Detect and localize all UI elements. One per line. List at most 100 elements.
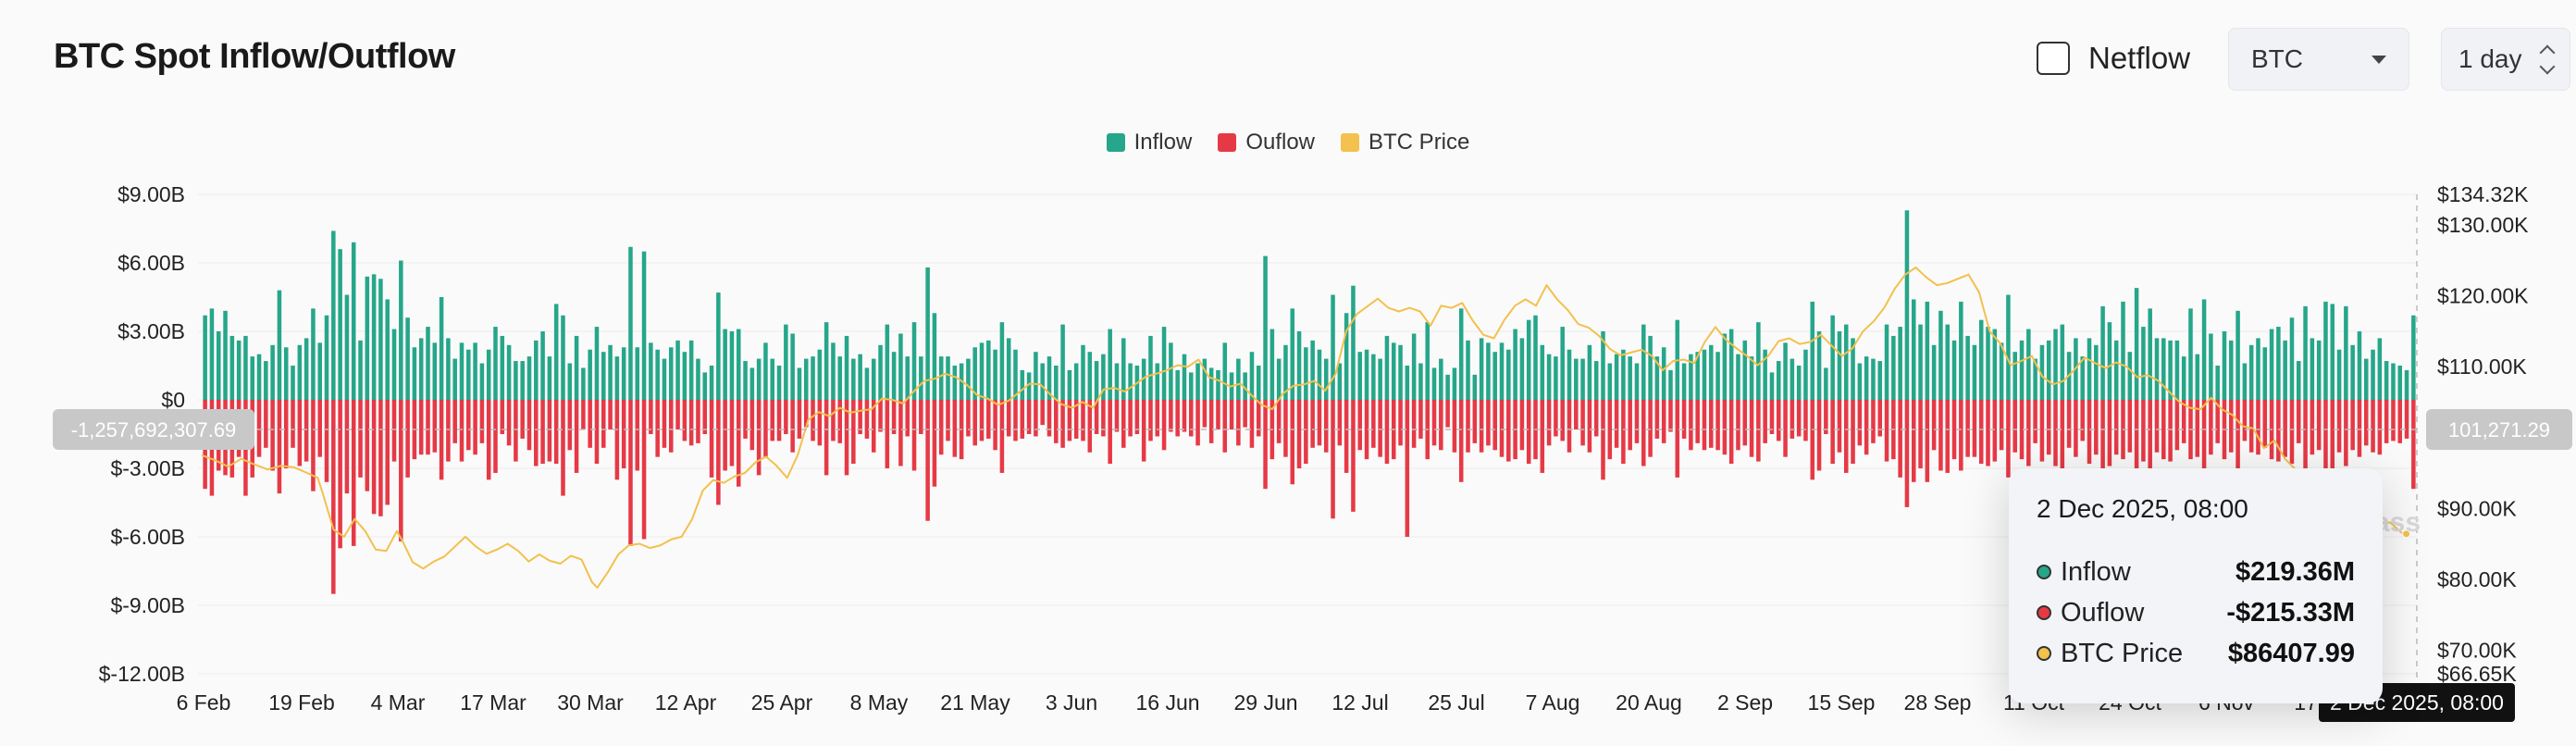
inflow-bar [898, 333, 903, 400]
inflow-bar [1742, 340, 1748, 400]
legend-item-price[interactable]: BTC Price [1341, 130, 1469, 155]
inflow-bar [1972, 344, 1977, 400]
outflow-bar [574, 400, 579, 473]
inflow-bar [784, 324, 788, 400]
inflow-bar [2154, 338, 2160, 400]
inflow-bar [2053, 329, 2058, 400]
inflow-bar [486, 349, 491, 400]
inflow-bar [999, 322, 1005, 400]
inflow-bar [2006, 294, 2011, 400]
outflow-bar [1722, 400, 1728, 455]
outflow-bar [2066, 400, 2072, 448]
outflow-bar [2229, 400, 2234, 453]
outflow-bar [2019, 400, 2025, 460]
outflow-bar [1108, 400, 1112, 465]
inflow-bar [1195, 363, 1200, 400]
outflow-bar [1121, 400, 1126, 448]
inflow-bar [291, 366, 295, 400]
x-tick-label: 8 May [850, 690, 909, 715]
outflow-bar [1959, 400, 1963, 471]
outflow-bar [763, 400, 768, 457]
inflow-bar [1499, 342, 1505, 400]
inflow-bar [770, 358, 775, 400]
inflow-bar [1040, 363, 1045, 400]
outflow-bar [1641, 400, 1646, 466]
inflow-bar [2397, 366, 2403, 400]
outflow-bar [2174, 400, 2180, 451]
outflow-bar [2242, 400, 2248, 441]
inflow-bar [426, 327, 430, 400]
inflow-bar [1898, 327, 1902, 400]
outflow-bar [1087, 400, 1093, 453]
inflow-bar [729, 331, 735, 400]
outflow-bar [817, 400, 823, 446]
inflow-bar [1020, 369, 1025, 400]
legend-item-outflow[interactable]: Ouflow [1218, 130, 1315, 155]
outflow-bar [1411, 400, 1417, 448]
outflow-bar [878, 400, 883, 432]
inflow-bar [1938, 310, 1943, 400]
outflow-bar [2074, 400, 2078, 457]
inflow-bar [1519, 338, 1525, 400]
inflow-bar [1290, 308, 1295, 400]
outflow-bar [662, 400, 667, 448]
x-tick-label: 4 Mar [371, 690, 426, 715]
inflow-bar [749, 367, 755, 400]
x-tick-label: 19 Feb [268, 690, 335, 715]
inflow-bar [1060, 324, 1065, 400]
outflow-bar [378, 400, 383, 516]
outflow-bar [1628, 400, 1632, 451]
inflow-bar [1114, 363, 1120, 400]
outflow-bar [1709, 400, 1714, 448]
netflow-toggle[interactable]: Netflow [2037, 41, 2190, 76]
inflow-bar [1344, 313, 1349, 400]
outflow-bar [1851, 400, 1855, 465]
outflow-bar [1742, 400, 1748, 446]
inflow-bar [2201, 299, 2207, 400]
inflow-bar [756, 358, 762, 400]
outflow-bar [1472, 400, 1478, 443]
inflow-bar [1857, 363, 1863, 400]
outflow-bar [2094, 400, 2099, 455]
inflow-bar [1843, 324, 1849, 400]
outflow-bar [1479, 400, 1484, 453]
asset-select[interactable]: BTC [2228, 28, 2409, 91]
outflow-bar [1675, 400, 1680, 478]
outflow-bar [1229, 400, 1234, 430]
outflow-bar [946, 400, 950, 441]
outflow-bar [844, 400, 849, 476]
outflow-bar [1492, 400, 1497, 451]
outflow-bar [1378, 400, 1382, 457]
inflow-bar [608, 344, 613, 400]
price-swatch-icon [1341, 133, 1360, 152]
y-right-tick-label: $80.00K [2437, 567, 2517, 591]
y-left-tick-label: $6.00B [118, 251, 185, 275]
inflow-bar [2121, 301, 2125, 400]
inflow-bar [1621, 349, 1626, 400]
inflow-bar [2174, 340, 2180, 400]
inflow-bar [1715, 352, 1720, 400]
outflow-bar [1837, 400, 1842, 453]
inflow-bar [1587, 344, 1592, 400]
y-left-tick-label: $9.00B [118, 182, 185, 206]
inflow-bar [473, 342, 477, 400]
inflow-bar [1661, 347, 1666, 400]
outflow-bar [291, 400, 295, 448]
inflow-bar [803, 358, 809, 400]
outflow-bar [1189, 400, 1194, 437]
inflow-bar [1790, 358, 1795, 400]
inflow-bar [1702, 349, 1707, 400]
netflow-checkbox[interactable] [2037, 42, 2070, 75]
outflow-bar [2195, 400, 2200, 457]
outflow-bar [1945, 400, 1950, 473]
legend-item-inflow[interactable]: Inflow [1106, 130, 1192, 155]
outflow-bar [358, 400, 363, 478]
outflow-bar [797, 400, 802, 439]
inflow-bar [1824, 367, 1828, 400]
inflow-bar [264, 361, 268, 400]
interval-select[interactable]: 1 day [2441, 28, 2570, 91]
inflow-bar [1472, 374, 1478, 400]
outflow-bar [966, 400, 971, 437]
inflow-bar [2161, 338, 2166, 400]
